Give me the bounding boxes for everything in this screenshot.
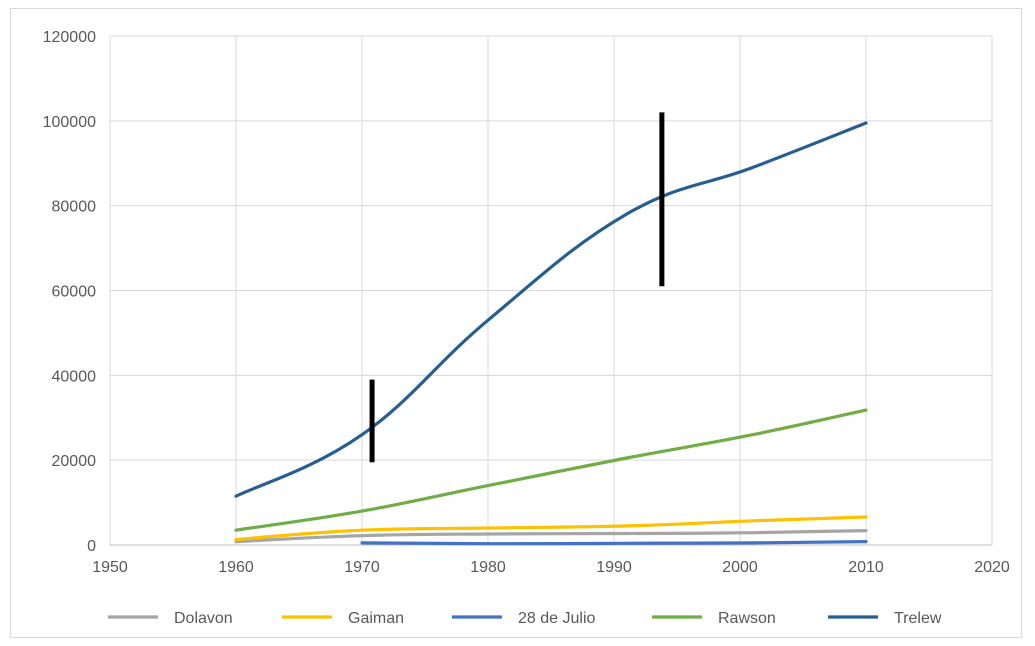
y-tick-label: 0 bbox=[87, 538, 96, 555]
y-tick-label: 20000 bbox=[52, 453, 97, 470]
x-tick-label: 1960 bbox=[218, 559, 254, 576]
legend-label-rawson: Rawson bbox=[718, 610, 776, 627]
series-line-trelew bbox=[234, 121, 868, 498]
y-tick-label: 100000 bbox=[43, 114, 96, 131]
y-tick-label: 120000 bbox=[43, 29, 96, 46]
legend-label-28-de-julio: 28 de Julio bbox=[518, 610, 595, 627]
series-line-28-de-julio bbox=[360, 540, 868, 546]
x-tick-label: 1990 bbox=[596, 559, 632, 576]
y-tick-label: 60000 bbox=[52, 284, 97, 301]
legend: Dolavon Gaiman 28 de Julio Rawson Trelew bbox=[108, 610, 942, 627]
x-tick-label: 1980 bbox=[470, 559, 506, 576]
y-tick-label: 80000 bbox=[52, 199, 97, 216]
legend-label-trelew: Trelew bbox=[894, 610, 942, 627]
series-line-gaiman bbox=[234, 515, 868, 542]
x-tick-label: 2010 bbox=[848, 559, 884, 576]
x-tick-label: 1950 bbox=[92, 559, 128, 576]
legend-label-dolavon: Dolavon bbox=[174, 610, 233, 627]
axes: 0 20000 40000 60000 80000 100000 120000 1950 196… bbox=[43, 29, 1010, 576]
annotations bbox=[369, 112, 665, 463]
x-tick-label: 1970 bbox=[344, 559, 380, 576]
legend-label-gaiman: Gaiman bbox=[348, 610, 404, 627]
grid bbox=[109, 35, 993, 545]
y-tick-label: 40000 bbox=[52, 368, 97, 385]
series-lines bbox=[234, 121, 868, 546]
x-tick-label: 2000 bbox=[722, 559, 758, 576]
series-line-dolavon bbox=[234, 529, 868, 544]
series-line-rawson bbox=[234, 408, 868, 532]
x-tick-label: 2020 bbox=[974, 559, 1010, 576]
